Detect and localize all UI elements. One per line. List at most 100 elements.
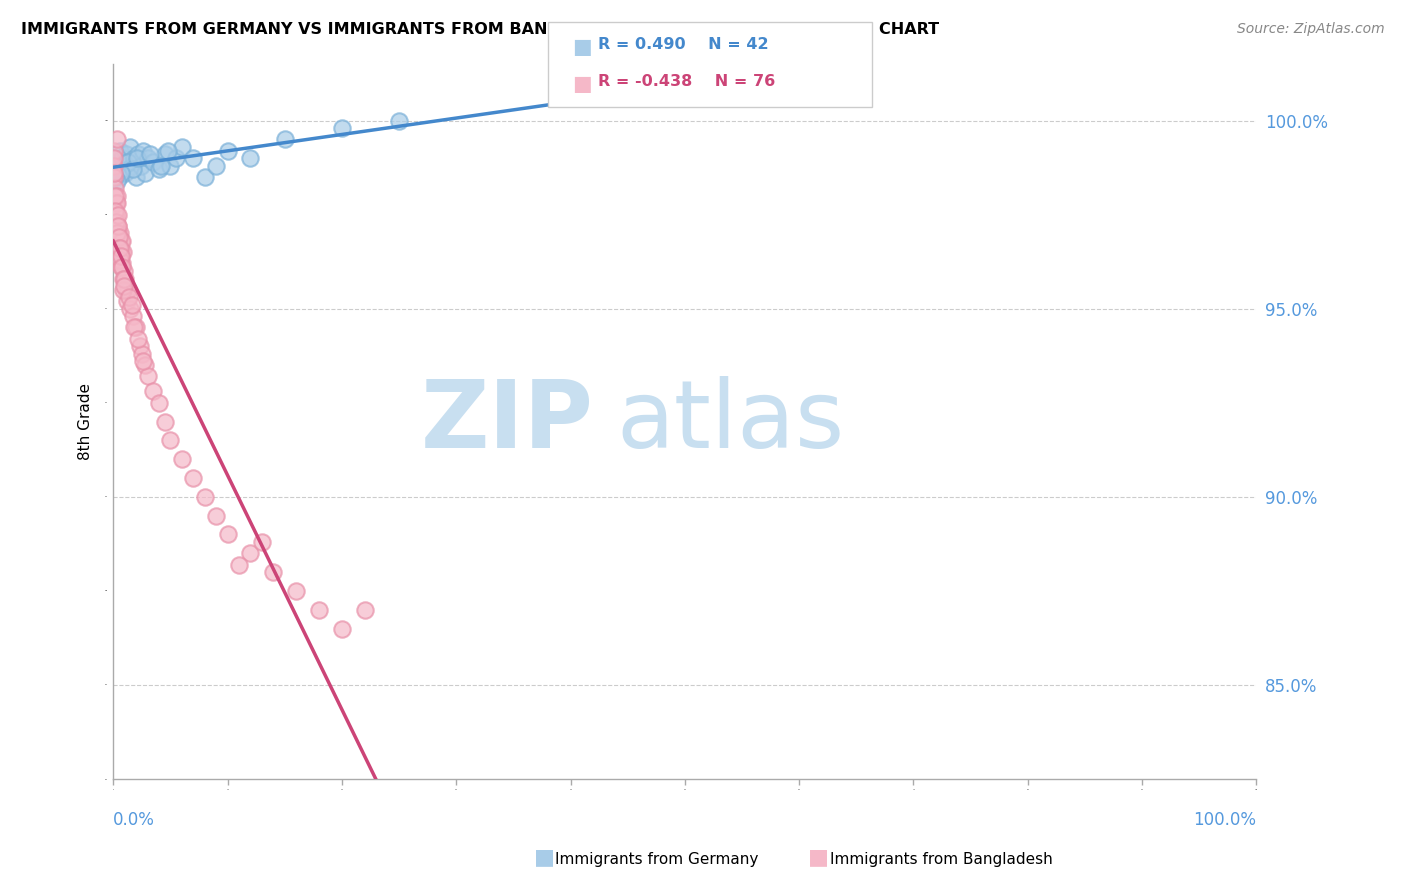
Point xyxy=(142,155,165,169)
Point xyxy=(108,169,131,184)
Point xyxy=(111,271,134,285)
Point xyxy=(104,215,127,229)
Y-axis label: 8th Grade: 8th Grade xyxy=(79,383,93,460)
Point xyxy=(108,227,131,241)
Point xyxy=(114,147,136,161)
Point xyxy=(128,339,150,353)
Point xyxy=(148,395,170,409)
Text: R = -0.438    N = 76: R = -0.438 N = 76 xyxy=(598,74,775,89)
Point xyxy=(127,147,149,161)
Text: Immigrants from Bangladesh: Immigrants from Bangladesh xyxy=(830,852,1052,867)
Point xyxy=(131,347,153,361)
Text: Immigrants from Germany: Immigrants from Germany xyxy=(555,852,759,867)
Point xyxy=(136,369,159,384)
Point xyxy=(330,622,353,636)
Point xyxy=(165,151,187,165)
Point xyxy=(110,260,132,275)
Point xyxy=(114,283,136,297)
Point xyxy=(108,144,131,158)
Point xyxy=(105,219,128,233)
Point xyxy=(103,159,125,173)
Point xyxy=(111,256,134,270)
Point xyxy=(112,283,135,297)
Point xyxy=(134,358,156,372)
Point xyxy=(104,219,127,233)
Point xyxy=(115,294,138,309)
Text: ■: ■ xyxy=(808,847,830,867)
Point xyxy=(239,546,262,560)
Point xyxy=(108,234,131,248)
Point xyxy=(170,140,193,154)
Point xyxy=(330,121,353,136)
Point xyxy=(117,155,139,169)
Point xyxy=(120,301,142,316)
Point xyxy=(115,155,138,169)
Point xyxy=(105,132,128,146)
Point xyxy=(121,159,143,173)
Point xyxy=(181,151,204,165)
Point xyxy=(104,203,127,218)
Point xyxy=(105,208,128,222)
Point xyxy=(108,242,131,256)
Point xyxy=(125,169,148,184)
Point xyxy=(129,159,152,173)
Point xyxy=(103,166,125,180)
Point xyxy=(110,249,132,263)
Point xyxy=(150,159,173,173)
Point xyxy=(107,219,129,233)
Point xyxy=(104,159,127,173)
Point xyxy=(107,219,129,233)
Point xyxy=(181,471,204,485)
Point xyxy=(127,332,149,346)
Point xyxy=(103,151,125,165)
Point xyxy=(217,527,239,541)
Point xyxy=(132,354,155,368)
Point xyxy=(122,151,145,165)
Point xyxy=(170,452,193,467)
Point xyxy=(107,227,129,241)
Text: Source: ZipAtlas.com: Source: ZipAtlas.com xyxy=(1237,22,1385,37)
Point xyxy=(104,188,127,202)
Point xyxy=(159,159,181,173)
Point xyxy=(103,144,125,158)
Point xyxy=(134,166,156,180)
Text: ■: ■ xyxy=(534,847,555,867)
Point xyxy=(114,166,136,180)
Point xyxy=(153,147,176,161)
Point xyxy=(274,132,297,146)
Point xyxy=(148,162,170,177)
Point xyxy=(105,188,128,202)
Point xyxy=(111,245,134,260)
Text: ■: ■ xyxy=(572,37,592,57)
Point xyxy=(118,290,141,304)
Point xyxy=(112,264,135,278)
Point xyxy=(112,271,135,285)
Point xyxy=(194,490,217,504)
Point xyxy=(104,196,127,211)
Point xyxy=(136,151,159,165)
Point xyxy=(120,140,142,154)
Point xyxy=(122,320,145,334)
Text: IMMIGRANTS FROM GERMANY VS IMMIGRANTS FROM BANGLADESH 8TH GRADE CORRELATION CHAR: IMMIGRANTS FROM GERMANY VS IMMIGRANTS FR… xyxy=(21,22,939,37)
Point xyxy=(110,245,132,260)
Point xyxy=(103,169,125,184)
Point xyxy=(111,234,134,248)
Point xyxy=(262,565,284,579)
Text: R = 0.490    N = 42: R = 0.490 N = 42 xyxy=(598,37,768,53)
Text: 100.0%: 100.0% xyxy=(1194,811,1257,830)
Point xyxy=(388,113,411,128)
Text: 0.0%: 0.0% xyxy=(114,811,155,830)
Point xyxy=(104,196,127,211)
Point xyxy=(111,260,134,275)
Point xyxy=(110,234,132,248)
Point xyxy=(194,169,217,184)
Point xyxy=(132,144,155,158)
Point xyxy=(118,162,141,177)
Point xyxy=(107,151,129,165)
Point xyxy=(105,227,128,241)
Point xyxy=(117,283,139,297)
Point xyxy=(121,162,143,177)
Point xyxy=(127,151,149,165)
Point xyxy=(239,151,262,165)
Point xyxy=(228,558,250,572)
